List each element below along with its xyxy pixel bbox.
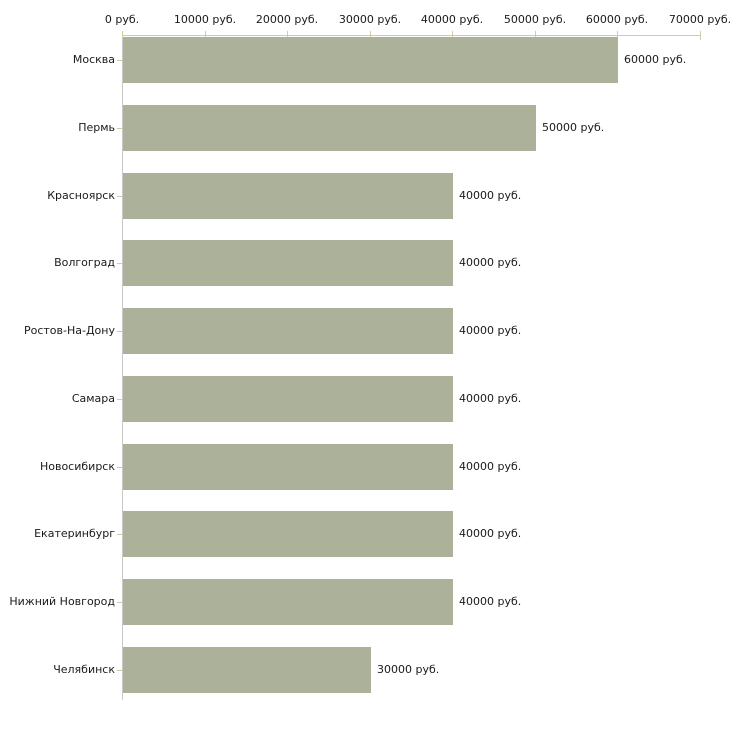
y-axis-tick: [117, 399, 122, 400]
bar: [123, 579, 453, 625]
value-label: 40000 руб.: [459, 256, 522, 269]
x-axis-tick-label: 30000 руб.: [338, 13, 402, 26]
y-axis-tick: [117, 128, 122, 129]
bar: [123, 37, 618, 83]
x-axis-tick-label: 10000 руб.: [173, 13, 237, 26]
x-axis-tick: [700, 31, 701, 40]
x-axis-tick: [617, 31, 618, 40]
y-axis-tick: [117, 602, 122, 603]
bar: [123, 173, 453, 219]
x-axis-tick: [287, 31, 288, 40]
category-label: Челябинск: [53, 663, 115, 676]
bar: [123, 240, 453, 286]
category-label: Екатеринбург: [34, 527, 115, 540]
y-axis-tick: [117, 60, 122, 61]
y-axis-tick: [117, 670, 122, 671]
value-label: 60000 руб.: [624, 53, 687, 66]
y-axis-tick: [117, 331, 122, 332]
value-label: 50000 руб.: [542, 121, 605, 134]
x-axis-tick: [122, 31, 123, 40]
x-axis-tick-label: 40000 руб.: [420, 13, 484, 26]
bar: [123, 511, 453, 557]
category-label: Самара: [71, 392, 115, 405]
x-axis-tick-label: 60000 руб.: [585, 13, 649, 26]
category-label: Пермь: [78, 121, 115, 134]
x-axis-tick: [535, 31, 536, 40]
category-label: Ростов-На-Дону: [23, 324, 115, 337]
bar: [123, 444, 453, 490]
category-label: Новосибирск: [39, 460, 115, 473]
y-axis-line: [122, 35, 123, 700]
x-axis-tick-label: 0 руб.: [104, 13, 140, 26]
value-label: 40000 руб.: [459, 595, 522, 608]
value-label: 40000 руб.: [459, 324, 522, 337]
value-label: 40000 руб.: [459, 527, 522, 540]
bar: [123, 308, 453, 354]
x-axis-tick: [370, 31, 371, 40]
category-label: Нижний Новгород: [9, 595, 115, 608]
x-axis-tick: [452, 31, 453, 40]
x-axis-tick-label: 50000 руб.: [503, 13, 567, 26]
x-axis-tick-label: 70000 руб.: [668, 13, 730, 26]
x-axis-line: [122, 35, 700, 36]
value-label: 40000 руб.: [459, 189, 522, 202]
bar: [123, 376, 453, 422]
value-label: 40000 руб.: [459, 460, 522, 473]
y-axis-tick: [117, 467, 122, 468]
y-axis-tick: [117, 263, 122, 264]
value-label: 30000 руб.: [377, 663, 440, 676]
bar: [123, 105, 536, 151]
x-axis-tick-label: 20000 руб.: [255, 13, 319, 26]
bar: [123, 647, 371, 693]
category-label: Волгоград: [54, 256, 115, 269]
category-label: Москва: [72, 53, 115, 66]
x-axis-tick: [205, 31, 206, 40]
category-label: Красноярск: [47, 189, 115, 202]
y-axis-tick: [117, 534, 122, 535]
value-label: 40000 руб.: [459, 392, 522, 405]
y-axis-tick: [117, 196, 122, 197]
